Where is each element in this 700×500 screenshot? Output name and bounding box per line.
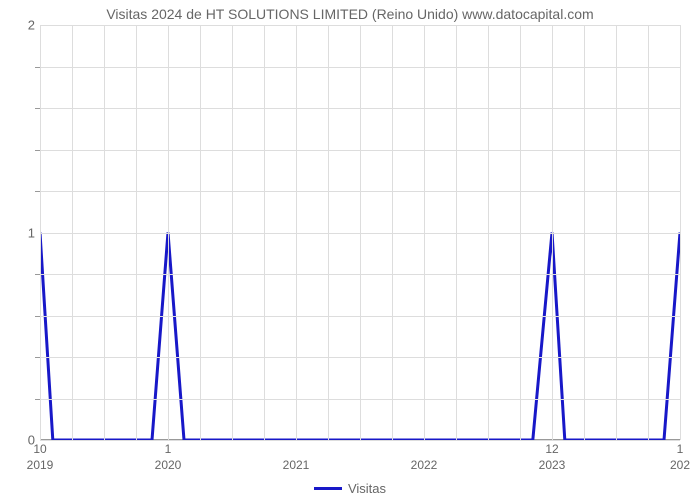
legend-swatch [314,487,342,490]
legend: Visitas [0,477,700,496]
x-value-label: 12 [545,442,558,456]
y-minor-tick [35,150,40,151]
gridline-horizontal [40,233,680,234]
legend-label: Visitas [348,481,386,496]
gridline-horizontal [40,440,680,441]
y-minor-tick [35,357,40,358]
gridline-horizontal-minor [40,316,680,317]
gridline-horizontal-minor [40,357,680,358]
x-year-label: 2021 [283,458,310,472]
y-minor-tick [35,399,40,400]
gridline-horizontal-minor [40,108,680,109]
x-year-label: 2023 [539,458,566,472]
x-year-label: 2019 [27,458,54,472]
chart-title: Visitas 2024 de HT SOLUTIONS LIMITED (Re… [0,6,700,22]
legend-item-visitas: Visitas [314,481,386,496]
gridline-horizontal-minor [40,191,680,192]
y-tick-label: 1 [5,225,35,240]
gridline-horizontal-minor [40,150,680,151]
y-minor-tick [35,108,40,109]
plot-area [40,25,680,440]
y-minor-tick [35,67,40,68]
gridline-horizontal-minor [40,67,680,68]
gridline-vertical [680,25,681,440]
y-tick-label: 2 [5,18,35,33]
y-minor-tick [35,316,40,317]
x-year-label: 2020 [155,458,182,472]
y-tick-label: 0 [5,433,35,448]
x-value-label: 1 [677,442,684,456]
x-value-label: 1 [165,442,172,456]
x-year-label: 202 [670,458,690,472]
visits-chart: Visitas 2024 de HT SOLUTIONS LIMITED (Re… [0,0,700,500]
y-minor-tick [35,274,40,275]
y-minor-tick [35,191,40,192]
x-year-label: 2022 [411,458,438,472]
gridline-horizontal [40,25,680,26]
gridline-horizontal-minor [40,399,680,400]
x-value-label: 10 [33,442,46,456]
gridline-horizontal-minor [40,274,680,275]
